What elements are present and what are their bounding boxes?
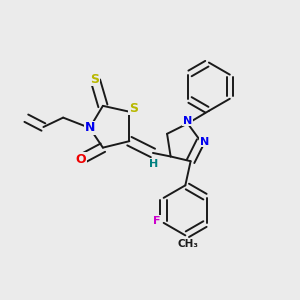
Text: N: N	[85, 122, 95, 134]
Text: H: H	[149, 159, 159, 169]
Text: F: F	[152, 215, 160, 226]
Text: S: S	[90, 73, 99, 85]
Text: S: S	[129, 102, 138, 115]
Text: N: N	[200, 137, 209, 147]
Text: N: N	[183, 116, 192, 126]
Text: CH₃: CH₃	[178, 239, 199, 249]
Text: O: O	[76, 153, 86, 166]
